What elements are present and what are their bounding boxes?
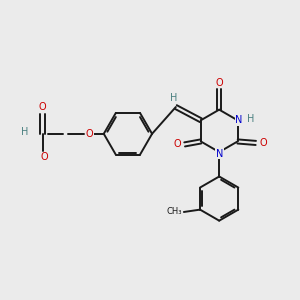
Text: CH₃: CH₃ xyxy=(166,208,182,217)
Text: N: N xyxy=(215,148,223,158)
Text: O: O xyxy=(39,102,46,112)
Text: O: O xyxy=(173,140,181,149)
Text: O: O xyxy=(215,78,223,88)
Text: O: O xyxy=(86,129,94,139)
Text: N: N xyxy=(235,115,243,125)
Text: O: O xyxy=(260,138,267,148)
Text: O: O xyxy=(40,152,48,162)
Text: H: H xyxy=(170,93,177,103)
Text: H: H xyxy=(247,114,254,124)
Text: H: H xyxy=(21,127,28,137)
